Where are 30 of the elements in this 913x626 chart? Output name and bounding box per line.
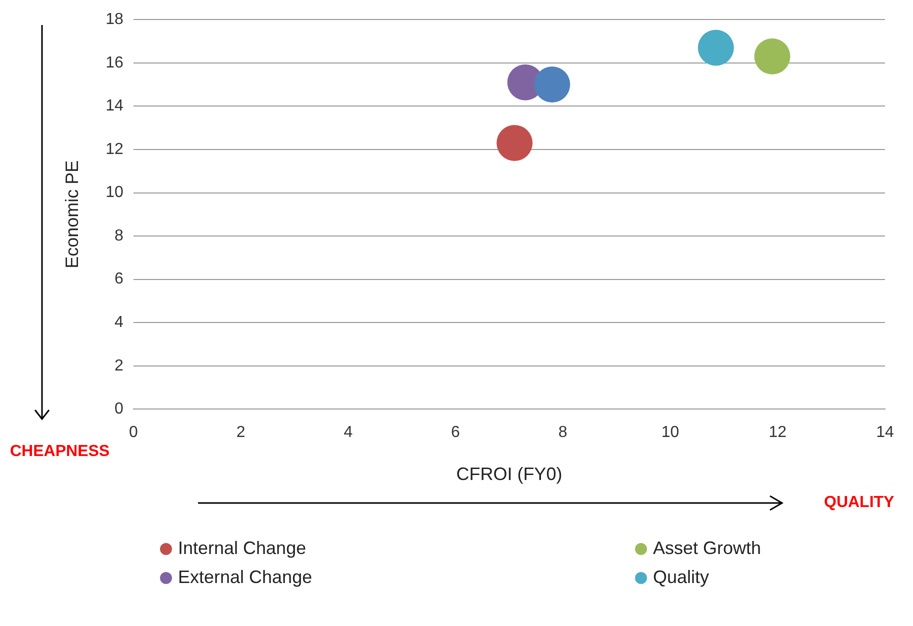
y-tick-label: 2 (114, 357, 124, 374)
y-tick-label: 0 (114, 400, 124, 418)
x-tick-label: 8 (558, 424, 568, 442)
y-tick-label: 12 (106, 140, 124, 158)
x-tick-label: 0 (128, 424, 138, 442)
y-tick-label: 14 (106, 98, 124, 115)
x-axis-title: CFROI (FY0) (456, 464, 562, 484)
y-tick-label: 4 (114, 314, 124, 332)
legend-label: Internal Change (178, 538, 306, 559)
point (534, 66, 570, 103)
point (496, 124, 533, 161)
y-tick-label: 16 (106, 54, 124, 72)
y-axis-title: Economic PE (62, 160, 82, 268)
legend-label: External Change (178, 567, 312, 588)
text: CHEAPNESS (10, 443, 110, 461)
y-tick-label: 18 (106, 11, 124, 28)
y-tick-label: 8 (114, 227, 124, 244)
legend-label: Quality (653, 567, 710, 588)
x-tick-label: 2 (236, 424, 246, 442)
x-tick-label: 14 (876, 424, 894, 442)
point (754, 38, 790, 74)
x-tick-label: 12 (768, 424, 787, 442)
legend-label: Asset Growth (653, 538, 762, 559)
y-tick-label: 6 (114, 270, 124, 288)
y-tick-label: 10 (106, 184, 124, 202)
x-tick-label: 6 (451, 424, 460, 442)
text: QUALITY (824, 494, 894, 512)
x-tick-label: 10 (661, 424, 680, 442)
point (698, 30, 734, 66)
x-tick-label: 4 (344, 424, 353, 442)
